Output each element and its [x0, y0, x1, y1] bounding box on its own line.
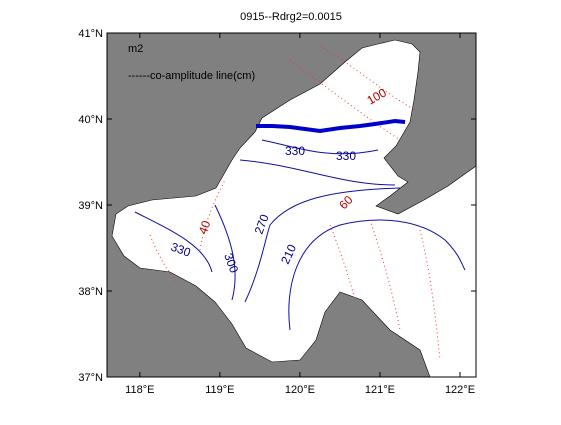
legend-text: ------co-amplitude line(cm): [128, 70, 255, 82]
phase-lines: [134, 139, 466, 331]
phase-label: 330: [336, 149, 356, 163]
y-tick-label: 40°N: [78, 114, 103, 126]
x-tick-label: 120°E: [285, 384, 315, 396]
x-tick-label: 121°E: [365, 384, 395, 396]
y-tick-label: 41°N: [78, 28, 103, 40]
x-tick-label: 118°E: [125, 384, 154, 396]
phase-label: 300: [221, 251, 241, 275]
x-tick-label: 119°E: [205, 384, 234, 396]
phase-label: 330: [169, 240, 193, 260]
constituent-label: m2: [128, 43, 143, 55]
section-line: [256, 118, 406, 134]
y-tick-label: 39°N: [78, 200, 103, 212]
phase-label: 270: [252, 212, 272, 236]
map-title: 0915--Rdrg2=0.0015: [240, 11, 342, 23]
y-tick-label: 38°N: [78, 286, 103, 298]
x-tick-label: 122°E: [445, 384, 475, 396]
y-tick-label: 37°N: [78, 372, 103, 384]
phase-label: 330: [285, 144, 305, 158]
amplitude-lines: [149, 45, 441, 361]
amplitude-label: 40: [196, 218, 214, 236]
